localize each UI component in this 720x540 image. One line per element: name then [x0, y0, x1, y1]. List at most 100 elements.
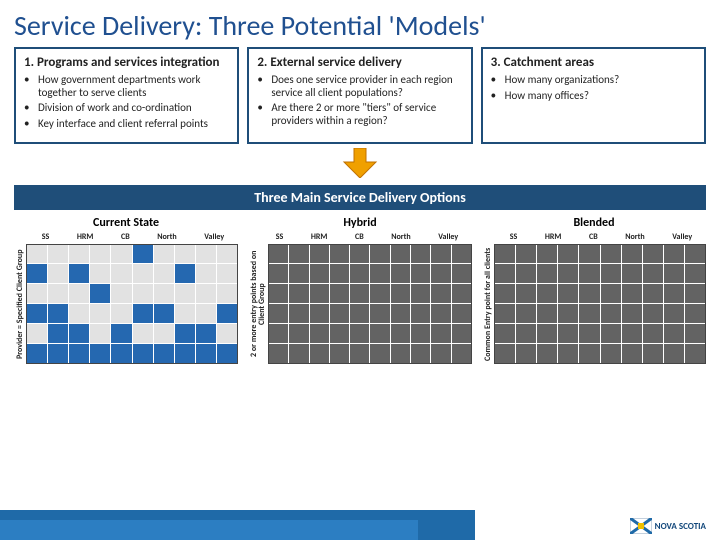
region-label: CB [589, 232, 598, 242]
grid-cell [175, 284, 195, 303]
grid-cell [601, 245, 621, 264]
grid-cell [330, 304, 349, 323]
grid-cell [391, 324, 410, 343]
grid-cell [516, 344, 536, 363]
models-row: 1. Programs and services integration •Ho… [0, 47, 720, 144]
grid-cell [133, 284, 153, 303]
list-item: •How many offices? [491, 90, 696, 103]
grid-cell [133, 245, 153, 264]
grid-cell [330, 284, 349, 303]
chart-grid [26, 244, 238, 364]
chart-title: Blended [482, 216, 706, 230]
region-label: North [391, 232, 410, 242]
grid-cell [370, 245, 389, 264]
grid-cell [90, 324, 110, 343]
grid-cell [685, 344, 705, 363]
slide: Service Delivery: Three Potential 'Model… [0, 0, 720, 540]
grid-cell [643, 264, 663, 283]
chart-regions: SSHRMCBNorthValley [482, 232, 706, 242]
grid-cell [269, 344, 288, 363]
grid-cell [495, 264, 515, 283]
grid-cell [48, 304, 68, 323]
grid-cell [69, 304, 89, 323]
grid-cell [69, 284, 89, 303]
grid-cell [643, 324, 663, 343]
box-list: •How many organizations? •How many offic… [491, 74, 696, 102]
grid-cell [330, 344, 349, 363]
item-text: How many organizations? [505, 74, 620, 87]
grid-cell [196, 284, 216, 303]
grid-cell [217, 284, 237, 303]
list-item: •Are there 2 or more "tiers" of service … [257, 102, 462, 127]
grid-cell [310, 304, 329, 323]
grid-cell [452, 264, 471, 283]
grid-cell [601, 344, 621, 363]
grid-cell [664, 264, 684, 283]
region-label: CB [121, 232, 130, 242]
grid-cell [90, 344, 110, 363]
grid-cell [154, 324, 174, 343]
grid-cell [452, 245, 471, 264]
grid-cell [90, 245, 110, 264]
region-label: SS [42, 232, 50, 242]
model-box-3: 3. Catchment areas •How many organizatio… [481, 47, 706, 144]
grid-cell [431, 264, 450, 283]
grid-cell [370, 284, 389, 303]
grid-cell [69, 245, 89, 264]
region-label: HRM [77, 232, 94, 242]
grid-cell [196, 304, 216, 323]
brand-logo: NOVA SCOTIA [630, 518, 706, 534]
grid-cell [579, 324, 599, 343]
grid-cell [90, 284, 110, 303]
grid-cell [601, 304, 621, 323]
grid-cell [452, 304, 471, 323]
grid-cell [27, 245, 47, 264]
grid-cell [516, 324, 536, 343]
grid-cell [350, 284, 369, 303]
grid-cell [175, 344, 195, 363]
grid-cell [350, 344, 369, 363]
grid-cell [431, 284, 450, 303]
grid-cell [431, 245, 450, 264]
box-title: 3. Catchment areas [491, 55, 696, 70]
grid-cell [664, 324, 684, 343]
grid-cell [48, 284, 68, 303]
grid-cell [664, 304, 684, 323]
grid-cell [537, 264, 557, 283]
grid-cell [643, 284, 663, 303]
grid-cell [69, 344, 89, 363]
grid-cell [537, 304, 557, 323]
grid-cell [269, 245, 288, 264]
grid-cell [217, 245, 237, 264]
grid-cell [350, 324, 369, 343]
grid-cell [48, 324, 68, 343]
grid-cell [370, 324, 389, 343]
grid-cell [175, 245, 195, 264]
item-text: Are there 2 or more "tiers" of service p… [271, 102, 462, 127]
grid-cell [27, 264, 47, 283]
grid-cell [289, 324, 308, 343]
model-box-2: 2. External service delivery •Does one s… [247, 47, 472, 144]
grid-cell [196, 264, 216, 283]
grid-cell [558, 324, 578, 343]
grid-cell [111, 304, 131, 323]
region-label: SS [510, 232, 518, 242]
grid-cell [391, 284, 410, 303]
grid-cell [643, 304, 663, 323]
grid-cell [133, 324, 153, 343]
grid-cell [431, 344, 450, 363]
down-arrow-icon [342, 148, 378, 178]
grid-cell [558, 245, 578, 264]
chart-grid [268, 244, 472, 364]
grid-cell [558, 344, 578, 363]
chart-ylabel: 2 or more entry points based on Client G… [248, 244, 268, 364]
grid-cell [431, 324, 450, 343]
grid-cell [196, 324, 216, 343]
model-box-1: 1. Programs and services integration •Ho… [14, 47, 239, 144]
box-list: •How government departments work togethe… [24, 74, 229, 131]
charts-row: Current StateSSHRMCBNorthValleyProvider … [0, 210, 720, 364]
list-item: •Division of work and co-ordination [24, 102, 229, 115]
grid-cell [330, 324, 349, 343]
page-title: Service Delivery: Three Potential 'Model… [0, 0, 720, 47]
grid-cell [622, 304, 642, 323]
